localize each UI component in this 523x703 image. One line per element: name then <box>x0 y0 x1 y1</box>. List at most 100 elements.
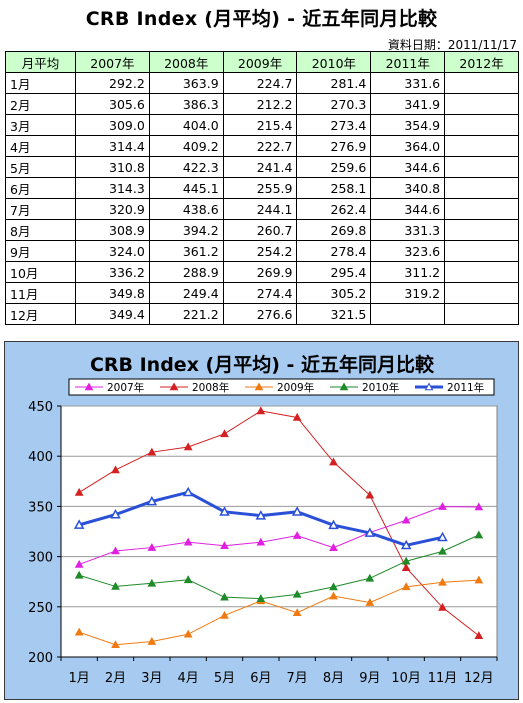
data-point <box>256 406 266 415</box>
legend-box <box>68 378 495 396</box>
month-cell: 1月 <box>5 72 76 94</box>
data-point <box>73 519 85 529</box>
table-header-row: 月平均 2007年 2008年 2009年 2010年 2011年 2012年 <box>5 51 519 73</box>
value-cell: 340.8 <box>370 177 446 199</box>
data-point <box>256 537 266 546</box>
table-row: 1月 292.2 363.9 224.7 281.4 331.6 <box>5 72 519 94</box>
y-axis: 200 250 300 350 400 450 <box>28 400 62 666</box>
data-point <box>147 637 157 645</box>
value-cell <box>444 93 519 115</box>
data-point <box>329 543 338 551</box>
value-cell: 349.8 <box>75 282 150 304</box>
value-cell: 310.8 <box>75 156 150 178</box>
data-point <box>256 594 266 602</box>
data-point <box>255 510 267 520</box>
table-row: 9月 324.0 361.2 254.2 278.4 323.6 <box>5 240 519 262</box>
value-cell: 364.0 <box>370 135 446 157</box>
series-line <box>78 506 479 565</box>
data-point <box>183 537 193 546</box>
value-cell: 386.3 <box>148 93 224 115</box>
x-axis: 1月 2月 3月 4月 5月 6月 7月 8月 9月 10月 11月 12月 <box>60 656 498 686</box>
value-cell: 258.1 <box>296 177 372 199</box>
value-cell: 394.2 <box>148 219 224 241</box>
table-row: 6月 314.3 445.1 255.9 258.1 340.8 <box>5 177 519 199</box>
value-cell: 269.8 <box>296 219 372 241</box>
value-cell: 244.1 <box>222 198 298 220</box>
legend-label: 2010年 <box>362 381 399 394</box>
data-point <box>220 429 229 438</box>
value-cell: 281.4 <box>296 72 372 94</box>
value-cell <box>444 303 519 325</box>
data-point <box>328 519 339 530</box>
month-cell: 8月 <box>5 219 76 241</box>
header-col: 2008年 <box>148 51 224 73</box>
value-cell: 212.2 <box>222 93 298 115</box>
data-point <box>401 515 411 524</box>
value-cell: 321.5 <box>296 303 372 325</box>
value-cell: 320.9 <box>75 198 150 220</box>
value-cell: 269.9 <box>222 261 298 283</box>
value-cell: 260.7 <box>222 219 298 241</box>
data-point <box>74 487 84 496</box>
x-tick-label: 9月 <box>359 671 380 686</box>
x-tick-label: 6月 <box>250 671 271 686</box>
value-cell <box>444 72 519 94</box>
value-cell: 259.6 <box>296 156 372 178</box>
data-point <box>147 578 157 587</box>
data-point <box>401 556 411 565</box>
value-cell: 314.3 <box>75 177 150 199</box>
value-cell: 274.4 <box>222 282 298 304</box>
table-row: 8月 308.9 394.2 260.7 269.8 331.3 <box>5 219 519 241</box>
value-cell: 354.9 <box>370 114 446 136</box>
data-point <box>219 506 230 516</box>
value-cell <box>444 177 519 199</box>
value-cell: 409.2 <box>148 135 224 157</box>
table-row: 3月 309.0 404.0 215.4 273.4 354.9 <box>5 114 519 136</box>
value-cell: 361.2 <box>148 240 224 262</box>
value-cell: 254.2 <box>222 240 298 262</box>
value-cell: 262.4 <box>296 198 372 220</box>
table-row: 5月 310.8 422.3 241.4 259.6 344.6 <box>5 156 519 178</box>
series-line <box>79 579 479 646</box>
value-cell: 309.0 <box>75 114 150 136</box>
data-point <box>438 577 447 586</box>
value-cell: 222.7 <box>222 135 298 157</box>
value-cell: 305.2 <box>296 282 372 304</box>
data-point <box>147 447 157 456</box>
data-point <box>183 629 193 638</box>
value-cell <box>444 198 519 220</box>
legend-label: 2009年 <box>277 381 314 394</box>
value-cell: 324.0 <box>75 240 150 262</box>
data-point <box>400 539 412 550</box>
data-point <box>329 582 338 591</box>
data-point <box>365 598 375 606</box>
month-cell: 12月 <box>5 303 76 325</box>
value-cell: 292.2 <box>75 72 150 94</box>
data-date-label: 資料日期：2011/11/17 <box>387 38 517 52</box>
value-cell: 288.9 <box>148 261 224 283</box>
x-tick-label: 10月 <box>391 671 421 686</box>
series-line <box>79 534 480 600</box>
y-tick-label: 350 <box>28 500 53 515</box>
table-row: 2月 305.6 386.3 212.2 270.3 341.9 <box>5 93 519 115</box>
y-tick-label: 450 <box>28 400 53 415</box>
legend-marker <box>254 382 264 391</box>
legend-marker <box>169 382 179 391</box>
table-row: 12月 349.4 221.2 276.6 321.5 <box>5 303 519 325</box>
data-point <box>292 608 302 617</box>
month-cell: 10月 <box>5 261 76 283</box>
data-point <box>474 502 484 511</box>
data-point <box>329 457 338 466</box>
value-cell: 344.6 <box>370 156 446 178</box>
x-tick-label: 11月 <box>428 671 458 686</box>
x-tick-label: 5月 <box>214 671 235 686</box>
data-point <box>111 581 120 590</box>
data-point <box>183 575 193 584</box>
data-point <box>111 640 120 649</box>
month-cell: 7月 <box>5 198 76 220</box>
data-point <box>438 602 447 611</box>
value-cell <box>444 240 519 262</box>
data-point <box>292 531 302 539</box>
value-cell <box>444 135 519 157</box>
value-cell: 276.6 <box>222 303 298 325</box>
